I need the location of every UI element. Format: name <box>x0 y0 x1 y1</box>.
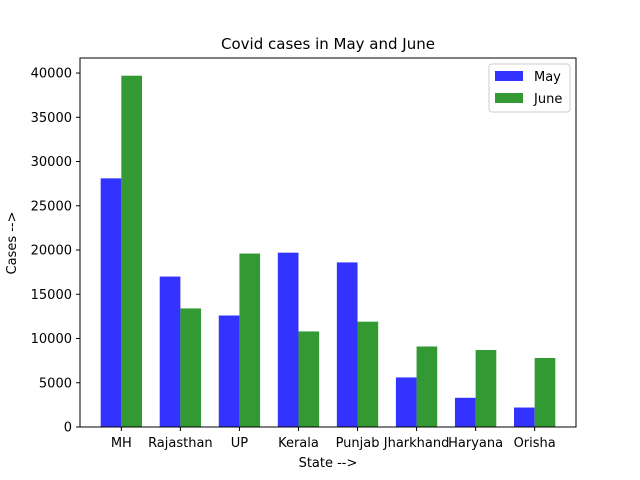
x-tick-label-rajasthan: Rajasthan <box>148 436 213 451</box>
x-axis-label: State --> <box>299 456 358 471</box>
y-tick-label: 40000 <box>31 67 72 82</box>
legend-swatch-may <box>495 71 523 81</box>
bar-may-mh <box>100 178 122 427</box>
bar-june-orisha <box>534 357 556 427</box>
y-tick-label: 15000 <box>31 288 72 303</box>
legend-label-may: May <box>534 70 561 85</box>
y-tick-label: 25000 <box>31 199 72 214</box>
bar-june-kerala <box>298 331 320 427</box>
bar-may-orisha <box>514 407 535 427</box>
y-tick-label: 5000 <box>39 376 72 391</box>
y-tick-label: 30000 <box>31 155 72 170</box>
bar-may-kerala <box>277 252 299 427</box>
x-tick-label-punjab: Punjab <box>336 436 380 451</box>
plot-frame <box>79 57 577 428</box>
y-axis-label: Cases --> <box>5 212 20 275</box>
bar-june-haryana <box>475 350 497 427</box>
bar-june-mh <box>121 75 142 427</box>
bar-may-jharkhand <box>395 377 417 427</box>
x-tick-label-haryana: Haryana <box>448 436 503 451</box>
x-tick-label-orisha: Orisha <box>514 436 556 451</box>
bar-may-up <box>218 315 240 427</box>
y-tick-label: 20000 <box>31 244 72 259</box>
bars-group <box>100 75 556 427</box>
y-tick-label: 0 <box>64 421 72 436</box>
x-tick-label-mh: MH <box>111 436 132 451</box>
bar-may-punjab <box>336 262 358 427</box>
bar-may-haryana <box>454 397 476 427</box>
x-tick-label-kerala: Kerala <box>278 436 319 451</box>
bar-june-jharkhand <box>416 346 438 427</box>
bar-june-punjab <box>357 321 379 427</box>
chart-title: Covid cases in May and June <box>221 35 435 53</box>
x-tick-label-jharkhand: Jharkhand <box>383 436 450 451</box>
x-tick-label-up: UP <box>231 436 249 451</box>
y-tick-label: 10000 <box>31 332 72 347</box>
x-axis: MH Rajasthan UP Kerala Punjab JharkhandHaryan… <box>111 427 556 451</box>
legend-label-june: June <box>533 92 562 107</box>
y-axis: 0 5000 10000 15000 20000 25000 30000 35000 40000 <box>31 67 80 436</box>
bar-june-up <box>239 253 261 427</box>
bar-may-rajasthan <box>159 276 181 427</box>
legend: May June <box>488 63 571 113</box>
legend-swatch-june <box>495 93 523 103</box>
y-tick-label: 35000 <box>31 111 72 126</box>
bar-june-rajasthan <box>180 308 202 427</box>
